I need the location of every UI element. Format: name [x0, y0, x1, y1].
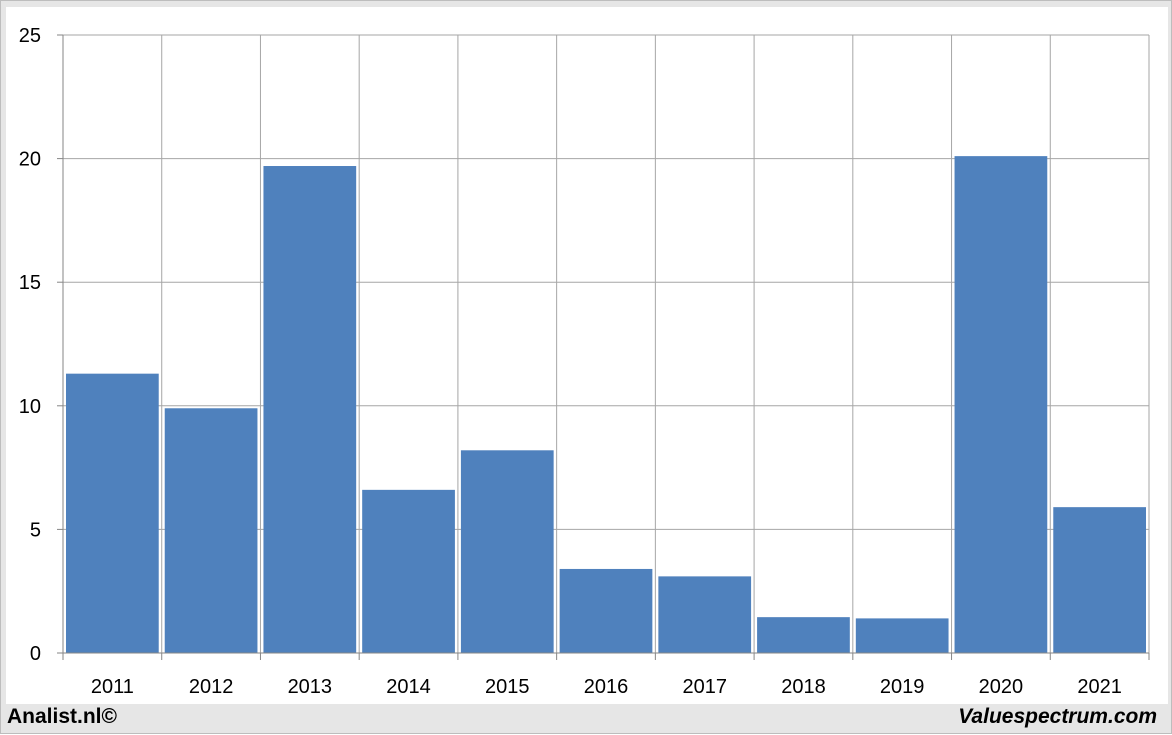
bar: [66, 373, 159, 653]
y-tick-label: 0: [30, 643, 41, 665]
x-tick-label: 2013: [288, 676, 333, 698]
x-tick-label: 2020: [979, 676, 1024, 698]
x-tick-label: 2014: [386, 676, 431, 698]
bar: [658, 576, 752, 653]
bar: [362, 489, 455, 653]
bar: [954, 156, 1048, 654]
footer-right-credit: Valuespectrum.com: [958, 705, 1157, 728]
y-tick-label: 25: [19, 25, 41, 47]
bar: [855, 618, 949, 653]
bar: [559, 568, 653, 653]
x-tick-label: 2015: [485, 676, 530, 698]
bar: [164, 408, 258, 653]
y-tick-label: 10: [19, 396, 41, 418]
bar: [263, 166, 357, 654]
x-tick-label: 2017: [682, 676, 727, 698]
x-tick-label: 2011: [91, 676, 134, 698]
x-tick-label: 2019: [880, 676, 925, 698]
x-tick-label: 2021: [1077, 676, 1122, 698]
x-tick-label: 2012: [189, 676, 234, 698]
bar: [1053, 507, 1146, 653]
footer-left-credit: Analist.nl©: [7, 705, 117, 728]
y-tick-label: 5: [30, 519, 41, 541]
x-tick-label: 2018: [781, 676, 826, 698]
x-tick-label: 2016: [584, 676, 629, 698]
y-tick-label: 20: [19, 149, 41, 171]
bar: [460, 450, 554, 653]
bar: [757, 617, 850, 653]
y-tick-label: 15: [19, 272, 41, 294]
